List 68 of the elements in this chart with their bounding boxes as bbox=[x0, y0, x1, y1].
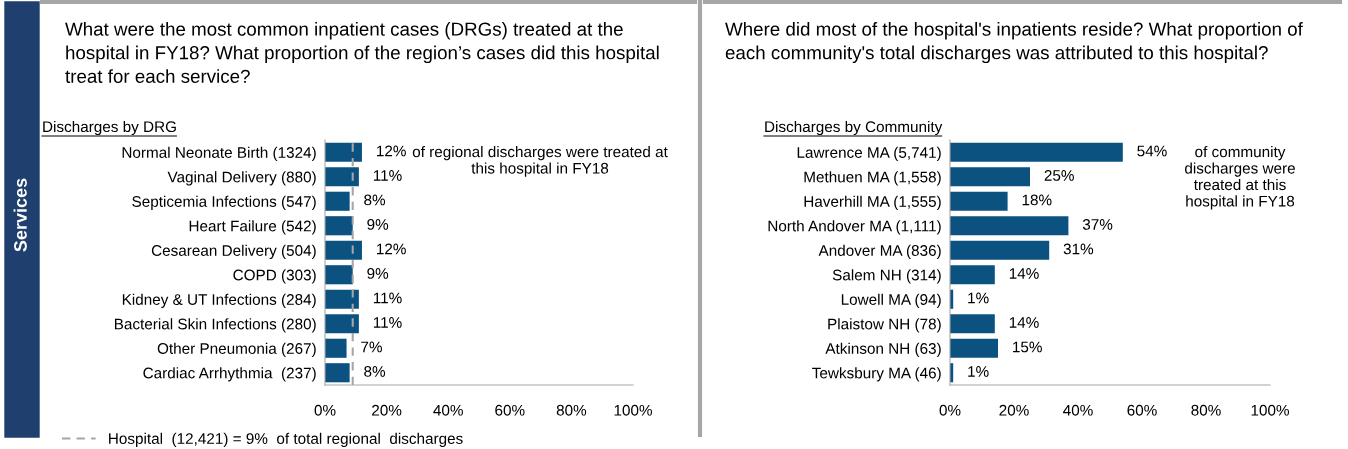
y-tick-label: Normal Neonate Birth (1324) bbox=[122, 146, 316, 161]
y-tick-label: Vaginal Delivery (880) bbox=[167, 171, 316, 186]
chart-title: What were the most common inpatient cases (DRGs) treated at the hospital in FY18? What proportion of the region’s cases did this hospital treat for each service? bbox=[65, 22, 659, 83]
data-label: 12% bbox=[377, 145, 406, 157]
bar bbox=[950, 167, 1030, 187]
y-tick-label: COPD (303) bbox=[233, 269, 316, 284]
y-tick-label: Methuen MA (1,558) bbox=[804, 171, 941, 186]
bar bbox=[950, 216, 1069, 236]
data-label: 1% bbox=[968, 292, 989, 304]
data-label: 9% bbox=[367, 268, 389, 279]
data-label: 7% bbox=[361, 341, 382, 353]
data-label: 37% bbox=[1082, 219, 1113, 230]
y-tick-label: Haverhill MA (1,555) bbox=[804, 195, 941, 210]
bar bbox=[950, 240, 1050, 260]
y-tick-label: Other Pneumonia (267) bbox=[157, 342, 316, 357]
y-tick-label: Atkinson NH (63) bbox=[825, 342, 941, 357]
annotation: of community discharges were treated at this hospital in FY18 bbox=[1185, 146, 1295, 210]
text: Services bbox=[13, 178, 27, 252]
x-tick-label: 0% bbox=[939, 404, 961, 416]
y-tick-label: Lawrence MA (5,741) bbox=[797, 146, 941, 161]
data-label: 25% bbox=[1044, 170, 1074, 181]
data-label: 11% bbox=[373, 292, 402, 304]
data-label: 31% bbox=[1063, 243, 1094, 255]
y-tick-label: Andover MA (836) bbox=[818, 244, 941, 259]
chart-subtitle: Discharges by Community bbox=[765, 120, 943, 136]
x-tick-label: 0% bbox=[314, 404, 336, 416]
data-label: 15% bbox=[1013, 341, 1042, 353]
y-tick-label: Cesarean Delivery (504) bbox=[151, 244, 316, 259]
data-label: 1% bbox=[968, 366, 989, 377]
x-tick-label: 20% bbox=[999, 404, 1029, 416]
x-tick-label: 40% bbox=[433, 404, 463, 416]
x-tick-label: 80% bbox=[556, 404, 587, 416]
data-label: 14% bbox=[1009, 268, 1039, 279]
chart-title: Where did most of the hospital's inpatients reside? What proportion of each community's total discharges was attributed to this hospital? bbox=[725, 22, 1303, 64]
bar bbox=[950, 314, 995, 334]
annotation: of regional discharges were treated at this hospital in FY18 bbox=[412, 146, 668, 177]
bar bbox=[950, 142, 1123, 162]
y-tick-label: Kidney & UT Infections (284) bbox=[122, 293, 316, 308]
data-label: 8% bbox=[364, 194, 386, 206]
x-tick-label: 80% bbox=[1191, 404, 1221, 416]
data-label: 8% bbox=[364, 366, 386, 377]
y-tick-label: Plaistow NH (78) bbox=[828, 318, 941, 333]
bar bbox=[950, 191, 1008, 211]
data-label: 12% bbox=[377, 243, 406, 255]
data-label: 54% bbox=[1137, 145, 1167, 157]
bar bbox=[950, 338, 998, 358]
x-tick-label: 100% bbox=[614, 404, 652, 416]
legend-label: Hospital (12,421) = 9% of total regional discharges bbox=[109, 432, 463, 447]
y-tick-label: Tewksbury MA (46) bbox=[812, 367, 941, 382]
data-label: 18% bbox=[1022, 194, 1052, 206]
x-tick-label: 40% bbox=[1063, 404, 1093, 416]
y-tick-label: Septicemia Infections (547) bbox=[132, 195, 316, 210]
data-label: 9% bbox=[367, 219, 389, 230]
x-tick-label: 60% bbox=[495, 404, 525, 416]
text: Discharges by DRG bbox=[43, 120, 176, 136]
x-tick-label: 20% bbox=[372, 404, 402, 416]
y-tick-label: Cardiac Arrhythmia (237) bbox=[143, 367, 316, 382]
x-tick-label: 60% bbox=[1127, 404, 1157, 416]
x-tick-label: 100% bbox=[1251, 404, 1289, 416]
y-tick-label: Heart Failure (542) bbox=[189, 220, 316, 235]
y-tick-label: Lowell MA (94) bbox=[841, 293, 941, 308]
y-tick-label: Bacterial Skin Infections (280) bbox=[114, 318, 316, 333]
y-tick-label: North Andover MA (1,111) bbox=[768, 220, 941, 235]
y-tick-label: Salem NH (314) bbox=[832, 269, 941, 284]
data-label: 11% bbox=[373, 170, 402, 181]
data-label: 11% bbox=[373, 317, 402, 328]
bar bbox=[950, 265, 995, 285]
data-label: 14% bbox=[1009, 317, 1039, 328]
